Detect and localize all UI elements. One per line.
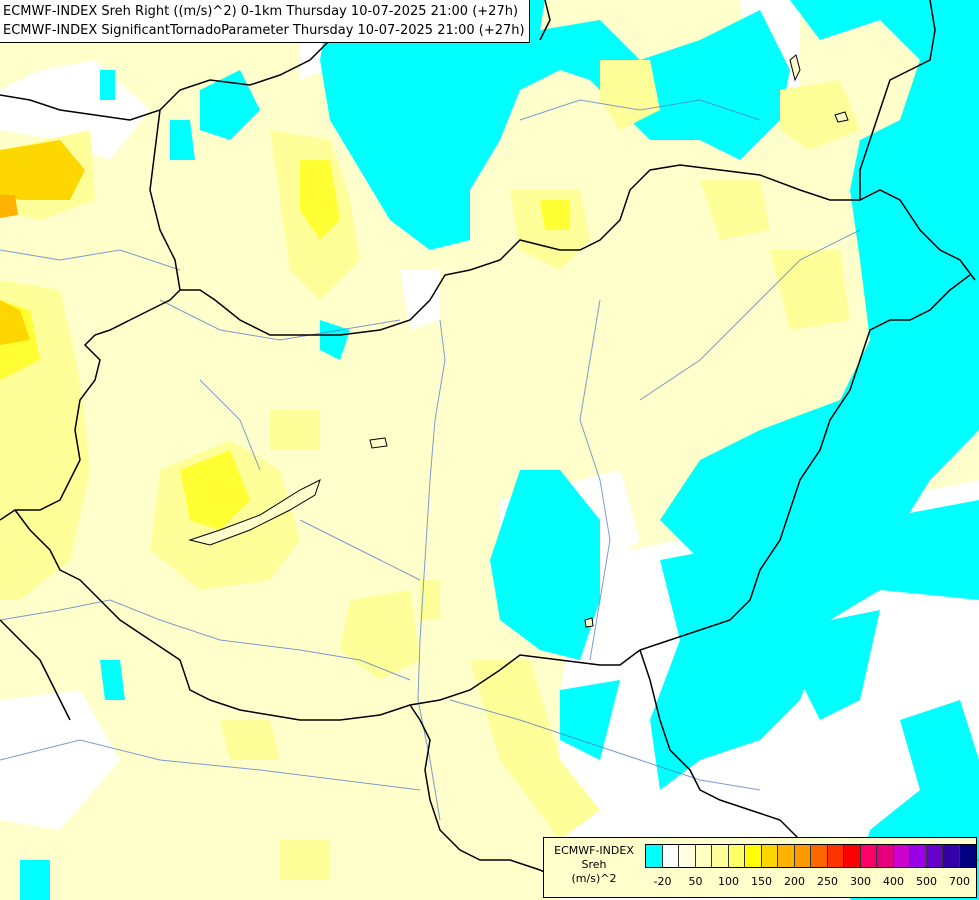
lakes <box>188 54 849 628</box>
legend-tick-label: 500 <box>916 875 937 888</box>
legend-swatches <box>645 844 977 868</box>
legend-swatch <box>844 845 861 867</box>
color-legend: ECMWF-INDEX Sreh (m/s)^2 -20 50 100 150 200 2… <box>543 837 977 898</box>
orange-areas <box>0 140 85 345</box>
legend-swatch <box>943 845 960 867</box>
title-line-1: ECMWF-INDEX Sreh Right ((m/s)^2) 0-1km T… <box>3 4 519 19</box>
legend-swatch <box>959 845 976 867</box>
legend-tick-label: 250 <box>817 875 838 888</box>
legend-swatch <box>811 845 828 867</box>
legend-tick-label: 300 <box>850 875 871 888</box>
legend-tick-label: -20 <box>653 875 672 888</box>
legend-swatch <box>877 845 894 867</box>
legend-swatch <box>778 845 795 867</box>
legend-swatch <box>926 845 943 867</box>
legend-source: ECMWF-INDEX <box>554 844 634 857</box>
legend-ticks: -20 50 100 150 200 250 300 400 500 700 <box>645 875 975 891</box>
country-borders <box>0 0 976 881</box>
legend-tick-label: 100 <box>718 875 739 888</box>
legend-swatch <box>910 845 927 867</box>
legend-tick-label: 400 <box>883 875 904 888</box>
legend-swatch <box>679 845 696 867</box>
legend-tick-label: 700 <box>949 875 970 888</box>
legend-swatch <box>695 845 712 867</box>
legend-label: ECMWF-INDEX Sreh (m/s)^2 <box>546 844 642 886</box>
legend-unit: (m/s)^2 <box>571 872 617 885</box>
legend-param: Sreh <box>581 858 607 871</box>
legend-tick-label: 200 <box>784 875 805 888</box>
title-line-2: ECMWF-INDEX SignificantTornadoParameter … <box>3 23 525 38</box>
legend-tick-label: 150 <box>751 875 772 888</box>
legend-swatch <box>712 845 729 867</box>
legend-swatch <box>728 845 745 867</box>
legend-swatch <box>794 845 811 867</box>
legend-swatch <box>745 845 762 867</box>
dark-orange-areas <box>0 195 18 218</box>
legend-tick-label: 50 <box>688 875 703 888</box>
rivers <box>0 99 979 861</box>
legend-swatch <box>761 845 778 867</box>
legend-swatch <box>827 845 844 867</box>
map-title-box: ECMWF-INDEX Sreh Right ((m/s)^2) 0-1km T… <box>0 0 530 43</box>
legend-swatch <box>893 845 910 867</box>
legend-swatch <box>662 845 679 867</box>
legend-swatch <box>860 845 877 867</box>
legend-swatch <box>646 845 663 867</box>
